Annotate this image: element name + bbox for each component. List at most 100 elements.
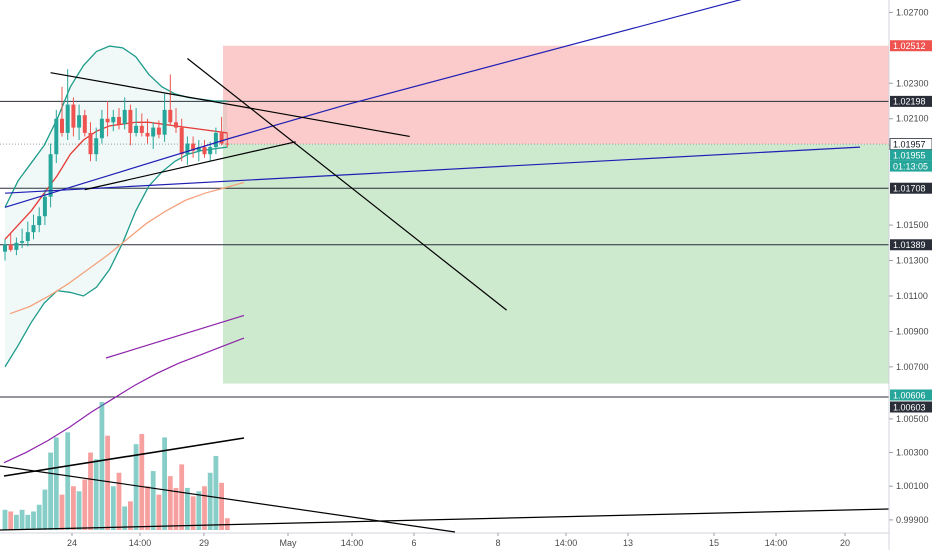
candle-body: [196, 147, 201, 151]
candle-body: [37, 216, 42, 226]
candles: [3, 69, 230, 261]
price-tick-label: 1.00700: [896, 362, 929, 372]
volume-bar: [71, 486, 76, 530]
time-tick-label: 14:00: [765, 538, 788, 548]
candle-body: [48, 154, 53, 197]
time-tick-label: 29: [199, 538, 209, 548]
volume-bar: [65, 432, 71, 530]
volume-bar: [42, 489, 48, 530]
candle-body: [94, 138, 99, 155]
price-tag-bg: [890, 401, 932, 413]
volume-bar: [88, 452, 93, 530]
candle-body: [202, 147, 207, 155]
price-tick-label: 1.02700: [896, 7, 929, 17]
candle-body: [25, 232, 30, 242]
volume-bar: [213, 455, 219, 530]
candle-body: [14, 242, 19, 250]
price-tag-label: 1.01389: [893, 240, 926, 250]
candle-body: [174, 122, 178, 128]
candle-body: [71, 104, 76, 128]
volume-bar: [167, 476, 173, 530]
volume-tick-label: 1.00500: [896, 414, 929, 424]
volume-bar: [202, 486, 207, 530]
price-tag-label: 1.00603: [893, 402, 926, 412]
volume-bar: [185, 487, 190, 530]
volume-bar: [110, 486, 116, 530]
price-tag-label: 1.02512: [893, 41, 926, 51]
volume-bar: [8, 511, 14, 530]
trendline-black-channel-low: [84, 141, 296, 191]
price-tag-bg: [890, 149, 932, 161]
candle-body: [77, 115, 82, 128]
volume-tick-label: 1.00100: [896, 481, 929, 491]
candle-body: [225, 143, 230, 145]
volume-bar: [196, 491, 202, 530]
candle-body: [82, 115, 87, 133]
candle-body: [88, 132, 93, 155]
volume-bar: [156, 494, 162, 530]
candle-body: [168, 109, 173, 123]
price-tag: 1.01389: [890, 239, 932, 251]
candle-body: [65, 104, 70, 133]
candle-body: [8, 244, 13, 250]
candle-body: [151, 127, 156, 137]
price-tag-label: 01:13:05: [893, 161, 928, 171]
volume-bar: [14, 514, 19, 530]
candle-body: [145, 132, 150, 137]
candle-body: [99, 118, 104, 139]
volume-bar: [190, 496, 196, 530]
volume-bar: [82, 479, 88, 530]
price-tag-bg: [890, 239, 932, 251]
volume-bar: [116, 472, 122, 530]
candle-body: [156, 127, 161, 135]
time-tick-label: 8: [495, 538, 500, 548]
volume-bars: [0, 402, 890, 533]
position-zones: [0, 45, 889, 384]
volume-bar: [219, 482, 224, 530]
trendline-lower-blue: [4, 146, 861, 194]
price-tag: 01:13:05: [890, 160, 932, 172]
candle-body: [60, 118, 64, 133]
price-tag-label: 1.00606: [893, 390, 926, 400]
price-tag: 1.02198: [890, 95, 932, 107]
time-tick-label: 24: [67, 538, 77, 548]
volume-bar: [122, 506, 128, 530]
price-tag: 1.00606: [890, 389, 932, 401]
volume-bar: [150, 471, 156, 530]
volume-bar: [105, 435, 110, 530]
price-tag: 1.02512: [890, 40, 932, 52]
price-tag-bg: [890, 40, 932, 52]
time-tick-label: 14:00: [129, 538, 152, 548]
price-tick-label: 1.01300: [896, 256, 929, 266]
time-tick-label: 14:00: [555, 538, 578, 548]
volume-bar: [76, 491, 82, 530]
volume-bar: [36, 504, 42, 530]
candle-body: [191, 143, 196, 151]
price-tick-label: 1.01100: [896, 291, 928, 301]
stop-loss-zone: [223, 45, 889, 145]
volume-tick-label: 1.00300: [896, 448, 929, 458]
volume-tick-label: 0.99900: [896, 515, 929, 525]
volume-bar: [162, 437, 167, 530]
volume-bar: [128, 501, 133, 530]
candle-body: [111, 116, 116, 123]
time-tick-label: 6: [411, 538, 416, 548]
candle-body: [185, 143, 190, 155]
price-tag-bg: [890, 160, 932, 172]
candle-body: [213, 132, 218, 148]
bollinger-lower: [4, 146, 228, 368]
volume-bar: [207, 472, 213, 530]
trendlines[interactable]: [4, 0, 861, 359]
candle-body: [122, 109, 127, 125]
price-tag-label: 1.01955: [893, 150, 926, 160]
trendline-black-steep: [187, 58, 507, 311]
time-tick-label: May: [279, 538, 297, 548]
candle-body: [139, 125, 144, 133]
volume-bar: [19, 509, 25, 530]
price-tag-label: 1.02198: [893, 97, 926, 107]
time-tick-label: 15: [709, 538, 719, 548]
volume-moving-average: [3, 337, 245, 464]
